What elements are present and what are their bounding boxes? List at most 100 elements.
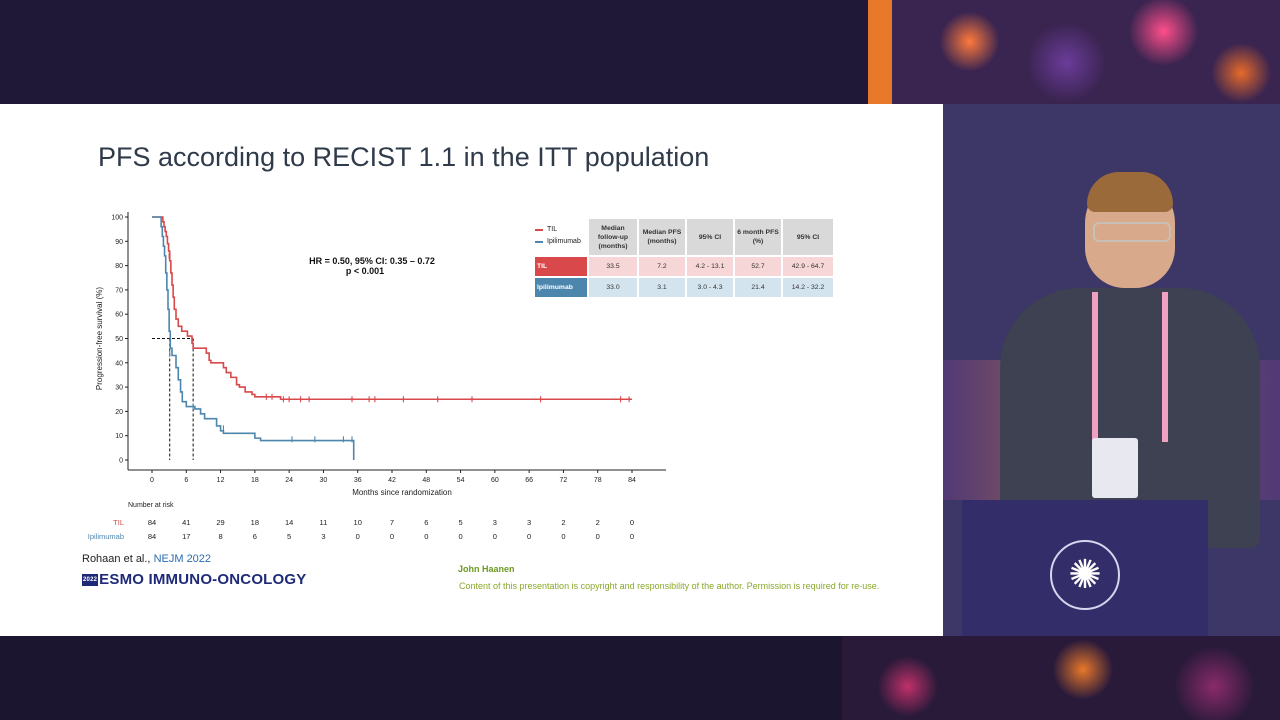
x-tick-label: 72: [560, 477, 568, 484]
risk-value: 29: [216, 518, 225, 527]
stats-header: 95% CI: [783, 219, 833, 255]
stats-cell: 42.9 - 64.7: [783, 257, 833, 276]
legend-label: TIL: [547, 226, 558, 233]
stage-lights-bottom: [842, 636, 1280, 720]
y-tick-label: 20: [115, 409, 123, 416]
risk-value: 14: [284, 518, 294, 527]
risk-value: 84: [147, 532, 157, 541]
x-tick-label: 30: [320, 477, 328, 484]
x-tick-label: 48: [422, 477, 430, 484]
esmo-name: ESMO IMMUNO-ONCOLOGY: [99, 571, 307, 588]
y-tick-label: 90: [115, 239, 123, 246]
x-tick-label: 78: [594, 477, 602, 484]
risk-value: 3: [527, 518, 532, 527]
stats-cell: 4.2 - 13.1: [687, 257, 733, 276]
presentation-slide: PFS according to RECIST 1.1 in the ITT p…: [0, 104, 943, 636]
lanyard: [1092, 292, 1168, 442]
risk-value: 2: [595, 518, 600, 527]
risk-value: 18: [250, 518, 260, 527]
y-tick-label: 0: [119, 458, 123, 465]
risk-value: 41: [182, 518, 191, 527]
risk-value: 3: [321, 532, 326, 541]
x-tick-label: 0: [150, 477, 154, 484]
name-badge: [1092, 438, 1138, 498]
risk-value: 8: [218, 532, 223, 541]
y-tick-label: 30: [115, 385, 123, 392]
stats-header: 6 month PFS (%): [735, 219, 781, 255]
y-tick-label: 70: [115, 287, 123, 294]
y-tick-label: 50: [115, 336, 123, 343]
risk-value: 0: [629, 518, 635, 527]
x-tick-label: 6: [184, 477, 188, 484]
km-curve-til: [152, 216, 632, 401]
risk-value: 6: [252, 532, 257, 541]
stats-cell: 21.4: [735, 278, 781, 297]
risk-value: 10: [353, 518, 362, 527]
stats-row-label: TIL: [535, 257, 587, 276]
risk-row-label: TIL: [113, 518, 124, 527]
risk-value: 0: [527, 532, 532, 541]
x-tick-label: 66: [525, 477, 533, 484]
risk-value: 0: [561, 532, 566, 541]
x-axis-label: Months since randomization: [352, 488, 452, 497]
risk-value: 5: [458, 518, 463, 527]
stats-header: 95% CI: [687, 219, 733, 255]
risk-value: 5: [287, 532, 292, 541]
y-tick-label: 60: [115, 312, 123, 319]
stats-header-row: Median follow-up (months) Median PFS (mo…: [535, 219, 833, 255]
x-tick-label: 18: [251, 477, 259, 484]
speaker-hair: [1087, 172, 1173, 212]
y-tick-label: 10: [115, 433, 123, 440]
citation-journal: NEJM 2022: [153, 553, 212, 565]
y-tick-label: 40: [115, 360, 123, 367]
esmo-logo: 2022 ESMO IMMUNO-ONCOLOGY: [82, 571, 306, 588]
stats-header-blank: [535, 219, 587, 255]
risk-value: 0: [629, 532, 635, 541]
risk-value: 6: [424, 518, 429, 527]
y-tick-label: 80: [115, 263, 123, 270]
risk-value: 0: [355, 532, 360, 541]
stats-cell: 33.5: [589, 257, 637, 276]
y-axis-label: Progression-free survival (%): [95, 287, 104, 390]
stats-row-label: Ipilimumab: [535, 278, 587, 297]
p-value-annotation: p < 0.001: [346, 266, 384, 276]
legend-label: Ipilimumab: [547, 238, 581, 245]
stats-cell: 3.1: [639, 278, 685, 297]
risk-value: 7: [389, 518, 395, 527]
pfs-stats-table: Median follow-up (months) Median PFS (mo…: [533, 217, 835, 299]
risk-row-label: Ipilimumab: [87, 532, 124, 541]
x-tick-label: 84: [628, 477, 636, 484]
y-tick-label: 100: [111, 215, 123, 222]
chart-curves: [152, 216, 632, 460]
km-curve-ipilimumab: [152, 216, 355, 460]
risk-value: 0: [595, 532, 600, 541]
risk-value: 17: [182, 532, 191, 541]
presenter-name: John Haanen: [458, 564, 515, 574]
legend-item-til: TIL: [533, 224, 581, 236]
stats-header: Median PFS (months): [639, 219, 685, 255]
chart-axes: 0 10 20 30 40 50 60 70 80 90 100 0 6 12 18 24 30 36 42 48 54…: [95, 212, 666, 497]
stats-cell: 52.7: [735, 257, 781, 276]
citation-authors: Rohaan et al.,: [82, 553, 154, 565]
x-tick-label: 12: [217, 477, 225, 484]
stats-cell: 14.2 - 32.2: [783, 278, 833, 297]
stats-cell: 3.0 - 4.3: [687, 278, 733, 297]
risk-value: 0: [492, 532, 497, 541]
risk-value: 2: [561, 518, 566, 527]
speaker-glasses: [1093, 222, 1171, 242]
esmo-year: 2022: [82, 574, 99, 587]
risk-value: 0: [458, 532, 463, 541]
x-tick-label: 24: [285, 477, 293, 484]
x-tick-label: 54: [457, 477, 465, 484]
orange-accent-bar: [868, 0, 892, 104]
stats-row-ipilimumab: Ipilimumab 33.0 3.1 3.0 - 4.3 21.4 14.2 …: [535, 278, 833, 297]
risk-value: 11: [319, 518, 328, 527]
risk-table-title: Number at risk: [128, 502, 174, 509]
x-tick-label: 36: [354, 477, 362, 484]
copyright-notice: Content of this presentation is copyrigh…: [459, 581, 880, 591]
km-chart: 0 10 20 30 40 50 60 70 80 90 100 0 6 12 18 24 30 36 42 48 54…: [95, 212, 666, 497]
x-tick-label: 60: [491, 477, 499, 484]
slide-title: PFS according to RECIST 1.1 in the ITT p…: [98, 142, 710, 172]
risk-value: 3: [492, 518, 497, 527]
risk-value: 0: [389, 532, 395, 541]
